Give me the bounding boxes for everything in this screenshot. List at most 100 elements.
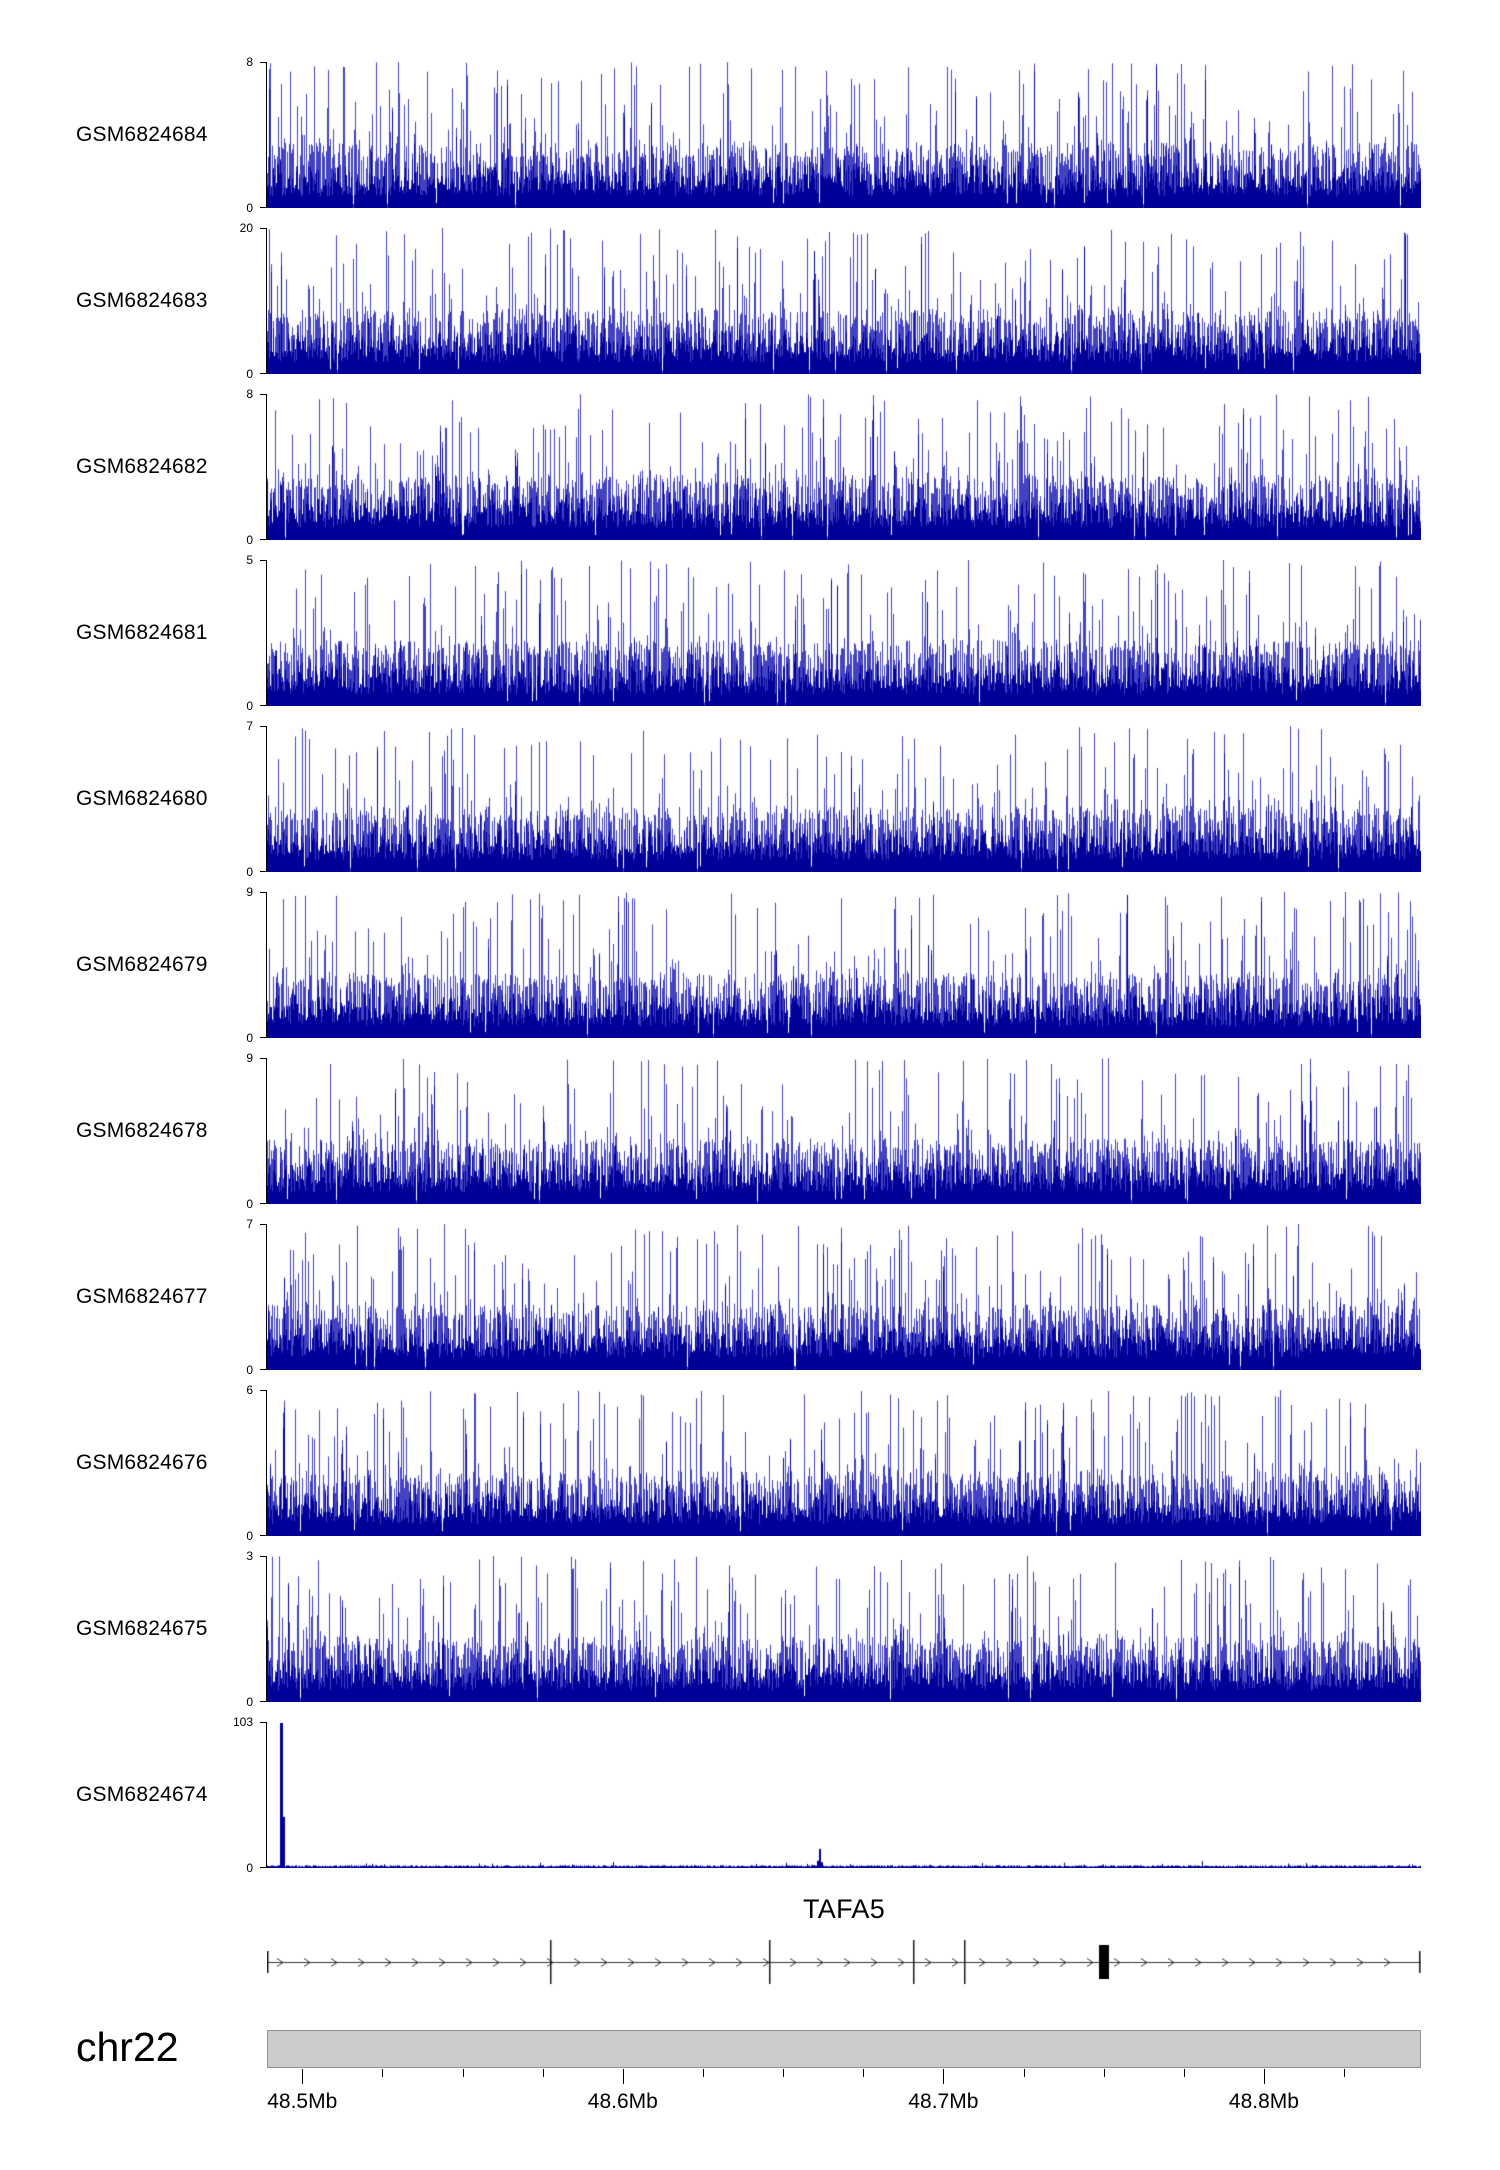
track-plot-area: 3 0 (246, 1549, 1421, 1709)
axis-major-tick (302, 2069, 304, 2084)
axis-minor-tick (1023, 2069, 1025, 2077)
axis-major-tick (1263, 2069, 1265, 2084)
y-axis-max-label: 7 (246, 1217, 253, 1231)
y-axis-max-label: 7 (246, 719, 253, 733)
y-axis-max-tick (260, 1224, 266, 1225)
y-axis-max-tick (260, 560, 266, 561)
y-axis-max-tick (260, 394, 266, 395)
coverage-signal (267, 228, 1421, 374)
track-plot-area: 9 0 (246, 1051, 1421, 1211)
track-label: GSM6824676 (76, 1451, 208, 1474)
track-label: GSM6824683 (76, 289, 208, 312)
data-track: GSM6824674 103 0 (0, 1715, 1500, 1875)
y-axis-max-tick (260, 726, 266, 727)
y-axis-zero-tick (260, 705, 266, 706)
chromosome-ideogram (267, 2030, 1421, 2068)
y-axis-zero-label: 0 (246, 201, 253, 215)
axis-major-tick (622, 2069, 624, 2084)
axis-minor-tick (542, 2069, 544, 2077)
track-plot-area: 5 0 (246, 553, 1421, 713)
coverage-signal (267, 1556, 1421, 1702)
axis-minor-tick (1344, 2069, 1346, 2077)
track-plot-area: 6 0 (246, 1383, 1421, 1543)
axis-minor-tick (462, 2069, 464, 2077)
data-track: GSM6824676 6 0 (0, 1383, 1500, 1543)
y-axis-zero-tick (260, 1037, 266, 1038)
y-axis-max-label: 9 (246, 885, 253, 899)
y-axis-zero-label: 0 (246, 533, 253, 547)
data-track: GSM6824675 3 0 (0, 1549, 1500, 1709)
y-axis-max-tick (260, 1390, 266, 1391)
y-axis-max-label: 5 (246, 553, 253, 567)
y-axis-zero-tick (260, 1701, 266, 1702)
y-axis-zero-label: 0 (246, 1197, 253, 1211)
track-label: GSM6824678 (76, 1119, 208, 1142)
coverage-signal (267, 1722, 1421, 1868)
y-axis-max-label: 3 (246, 1549, 253, 1563)
y-axis-max-tick (260, 1722, 266, 1723)
y-axis (266, 726, 267, 872)
y-axis-zero-label: 0 (246, 1529, 253, 1543)
track-label: GSM6824677 (76, 1285, 208, 1308)
chromosome-label: chr22 (76, 2024, 179, 2070)
track-plot-area: 7 0 (246, 719, 1421, 879)
track-label: GSM6824674 (76, 1783, 208, 1806)
coverage-signal (267, 560, 1421, 706)
data-track: GSM6824683 20 0 (0, 221, 1500, 381)
axis-minor-tick (1103, 2069, 1105, 2077)
track-plot-area: 7 0 (246, 1217, 1421, 1377)
data-track: GSM6824680 7 0 (0, 719, 1500, 879)
track-label: GSM6824681 (76, 621, 208, 644)
data-track: GSM6824684 8 0 (0, 55, 1500, 215)
track-plot-area: 20 0 (240, 221, 1421, 381)
y-axis (266, 560, 267, 706)
axis-tick-label: 48.5Mb (267, 2090, 338, 2113)
track-plot-area: 8 0 (246, 387, 1421, 547)
axis-minor-tick (382, 2069, 384, 2077)
y-axis-zero-tick (260, 1203, 266, 1204)
track-label: GSM6824684 (76, 123, 208, 146)
coverage-signal (267, 62, 1421, 208)
axis-minor-tick (702, 2069, 704, 2077)
axis-major-tick (943, 2069, 945, 2084)
y-axis (266, 1224, 267, 1370)
y-axis-zero-label: 0 (246, 1363, 253, 1377)
coverage-signal (267, 1390, 1421, 1536)
axis-tick-label: 48.6Mb (587, 2090, 658, 2113)
axis-tick-label: 48.8Mb (1228, 2090, 1299, 2113)
track-plot-area: 8 0 (246, 55, 1421, 215)
gene-model-track (267, 1934, 1421, 1990)
track-label: GSM6824675 (76, 1617, 208, 1640)
track-label: GSM6824680 (76, 787, 208, 810)
data-track: GSM6824677 7 0 (0, 1217, 1500, 1377)
y-axis-max-label: 103 (232, 1715, 253, 1729)
y-axis (266, 892, 267, 1038)
y-axis (266, 228, 267, 374)
axis-minor-tick (863, 2069, 865, 2077)
track-plot-area: 9 0 (246, 885, 1421, 1045)
track-label: GSM6824682 (76, 455, 208, 478)
track-plot-area: 103 0 (233, 1715, 1421, 1875)
y-axis (266, 62, 267, 208)
y-axis-zero-label: 0 (246, 367, 253, 381)
axis-minor-tick (1183, 2069, 1185, 2077)
axis-tick-label: 48.7Mb (908, 2090, 979, 2113)
track-label: GSM6824679 (76, 953, 208, 976)
coverage-signal (267, 892, 1421, 1038)
y-axis-zero-label: 0 (246, 699, 253, 713)
y-axis-max-label: 20 (239, 221, 253, 235)
y-axis-zero-label: 0 (246, 1695, 253, 1709)
y-axis-max-label: 8 (246, 387, 253, 401)
coverage-signal (267, 726, 1421, 872)
data-track: GSM6824681 5 0 (0, 553, 1500, 713)
y-axis (266, 394, 267, 540)
y-axis-max-tick (260, 228, 266, 229)
y-axis-zero-label: 0 (246, 865, 253, 879)
y-axis-zero-tick (260, 539, 266, 540)
coverage-signal (267, 1058, 1421, 1204)
y-axis-zero-label: 0 (246, 1031, 253, 1045)
y-axis-max-label: 8 (246, 55, 253, 69)
y-axis (266, 1390, 267, 1536)
coverage-signal (267, 394, 1421, 540)
